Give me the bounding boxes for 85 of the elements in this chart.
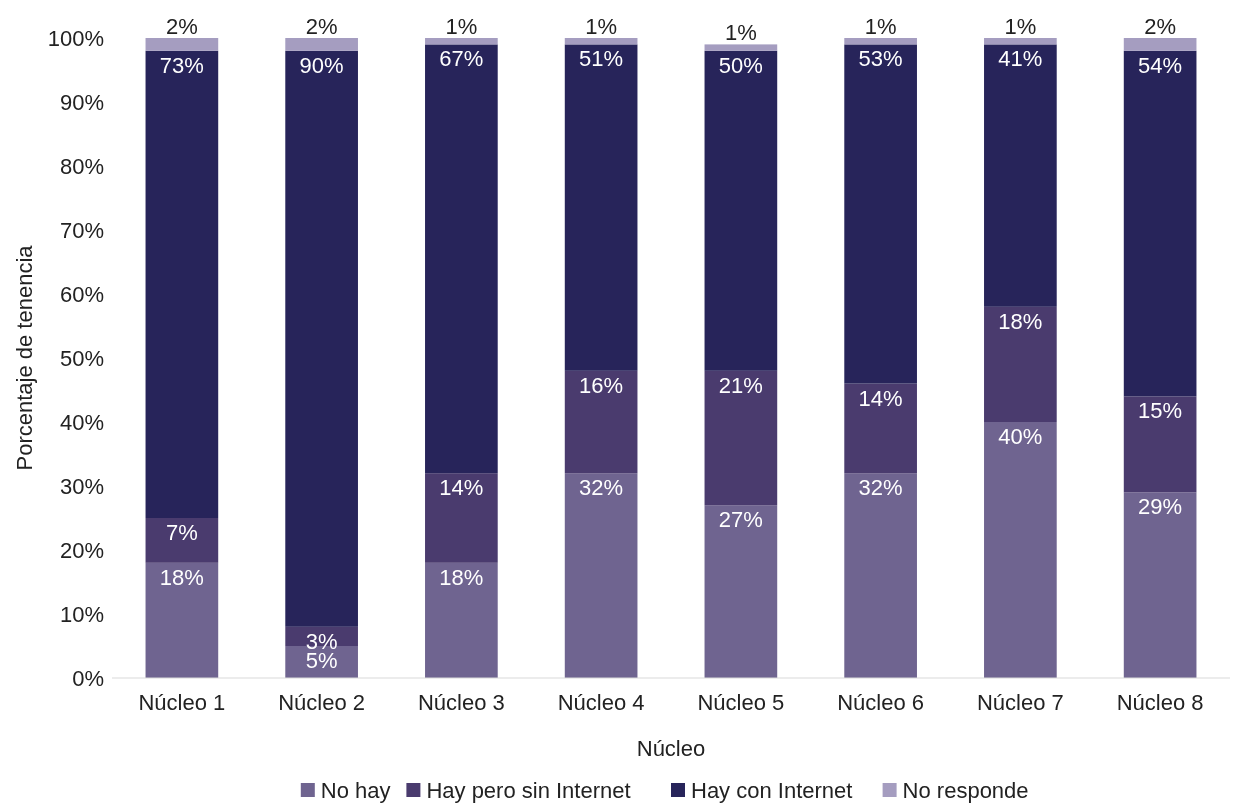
y-tick-label: 30% (59, 473, 104, 499)
data-label: 14% (439, 475, 484, 501)
data-label: 7% (165, 520, 198, 545)
data-label: 90% (299, 52, 344, 78)
data-label: 14% (858, 385, 903, 411)
bar (984, 38, 1057, 45)
bar (425, 38, 498, 45)
data-label: 67% (439, 46, 484, 72)
x-tick-label: Núcleo 6 (837, 690, 925, 715)
x-tick-label: Núcleo 7 (976, 690, 1064, 715)
bar (285, 38, 358, 51)
x-tick-label: Núcleo 3 (417, 690, 505, 715)
bar (564, 370, 638, 474)
x-tick-label: Núcleo 1 (138, 690, 226, 715)
data-label: 32% (858, 475, 903, 501)
bar (704, 505, 778, 678)
bar (704, 44, 778, 51)
bar (844, 44, 917, 384)
data-label: 18% (439, 564, 484, 590)
bar (425, 562, 498, 678)
y-tick-label: 20% (59, 537, 104, 563)
bar (1123, 396, 1197, 493)
data-label: 1% (864, 14, 897, 39)
data-label: 2% (1144, 14, 1177, 39)
bar (984, 44, 1057, 307)
bar (1123, 50, 1197, 397)
bar (704, 370, 778, 506)
y-tick-label: 100% (47, 25, 104, 51)
y-axis-title: Porcentaje de tenencia (12, 244, 37, 471)
data-label: 53% (858, 46, 903, 72)
bar (844, 38, 917, 45)
data-label: 1% (445, 14, 478, 39)
data-label: 51% (579, 46, 624, 72)
y-tick-label: 10% (59, 601, 104, 627)
data-label: 15% (1138, 398, 1183, 424)
data-label: 73% (159, 52, 204, 78)
data-label: 29% (1138, 494, 1183, 520)
y-tick-label: 60% (59, 281, 104, 307)
bar (145, 50, 219, 518)
data-label: 50% (718, 52, 763, 78)
bar (704, 50, 778, 371)
y-tick-label: 80% (59, 153, 104, 179)
y-tick-label: 90% (59, 89, 104, 115)
bar (425, 44, 498, 474)
legend-label: No hay (320, 778, 391, 803)
y-tick-label: 50% (59, 345, 104, 371)
bar (984, 306, 1057, 422)
x-tick-label: Núcleo 8 (1116, 690, 1204, 715)
bar (844, 473, 917, 678)
x-axis-title: Núcleo (636, 736, 706, 761)
legend-label: No responde (902, 778, 1029, 803)
data-label: 32% (579, 475, 624, 501)
y-tick-label: 40% (59, 409, 104, 435)
bar (285, 50, 358, 627)
x-tick-label: Núcleo 2 (278, 690, 366, 715)
legend-label: Hay pero sin Internet (426, 778, 631, 803)
bar (145, 38, 219, 51)
data-label: 40% (998, 424, 1043, 449)
data-label: 16% (579, 372, 624, 398)
bar (1123, 38, 1197, 51)
bar (145, 518, 219, 563)
data-label: 2% (305, 14, 338, 39)
data-label: 41% (998, 46, 1043, 72)
data-label: 21% (718, 372, 763, 398)
bar (1123, 492, 1197, 678)
data-label: 1% (1004, 14, 1037, 39)
y-tick-label: 0% (72, 665, 104, 691)
bar (844, 383, 917, 474)
bar (564, 473, 638, 678)
data-label: 2% (165, 14, 198, 39)
data-label: 1% (585, 14, 618, 39)
bar (564, 44, 638, 371)
bar (145, 562, 219, 678)
data-label: 1% (724, 20, 757, 46)
bar (425, 473, 498, 563)
legend-label: Hay con Internet (691, 778, 853, 803)
x-tick-label: Núcleo 5 (697, 690, 785, 715)
data-label: 54% (1138, 52, 1183, 78)
bar (984, 422, 1057, 678)
y-tick-label: 70% (59, 217, 104, 243)
data-label: 27% (718, 507, 763, 533)
x-tick-label: Núcleo 4 (557, 690, 645, 715)
data-label: 18% (998, 308, 1043, 334)
data-label: 18% (159, 564, 204, 590)
bar (564, 38, 638, 45)
